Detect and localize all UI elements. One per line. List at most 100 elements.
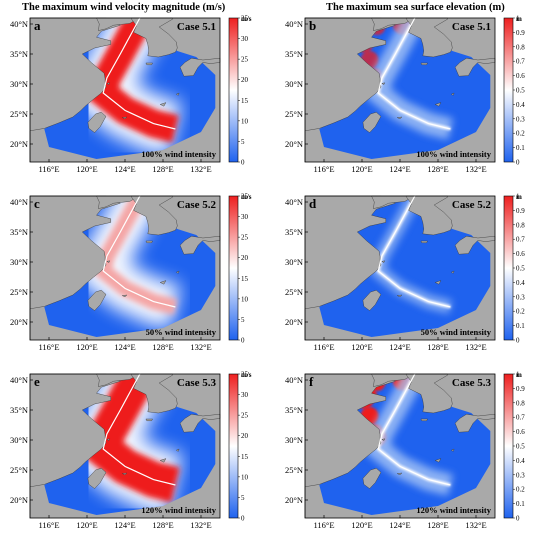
colorbar-tick-label: 35 (241, 371, 249, 379)
panel-d: 20°N 25°N 30°N 35°N 40°N 116°E 120°E 124°E 128°E… (275, 189, 525, 352)
elevation-column-title: The maximum sea surface elevation (m) (326, 2, 505, 13)
colorbar-tick-label: 0.8 (516, 221, 525, 229)
lon-tick-label: 124°E (389, 342, 410, 352)
intensity-label: 50% wind intensity (146, 327, 217, 337)
colorbar-unit: m (516, 15, 522, 23)
map-svg: 20°N 25°N 30°N 35°N 40°N 116°E 120°E 124°E 128°E… (10, 189, 252, 352)
land-masses (29, 373, 221, 518)
colorbar-tick-label: 0.7 (516, 414, 525, 422)
panel-letter: b (309, 18, 316, 33)
colorbar-tick-label: 0.6 (516, 428, 525, 436)
intensity-label: 120% wind intensity (141, 505, 216, 515)
land-masses (304, 373, 496, 518)
lon-tick-label: 116°E (313, 342, 334, 352)
lon-tick-label: 132°E (190, 520, 211, 530)
lon-tick-label: 132°E (465, 520, 486, 530)
map-svg: 20°N 25°N 30°N 35°N 40°N 116°E 120°E 124°E 128°E… (10, 11, 252, 174)
lat-tick-label: 35°N (285, 405, 303, 415)
lon-tick-label: 128°E (427, 164, 448, 174)
lat-tick-label: 35°N (10, 405, 28, 415)
lat-tick-label: 35°N (285, 227, 303, 237)
colorbar-tick-label: 25 (241, 412, 249, 420)
colorbar-tick-label: 0 (241, 515, 245, 523)
lat-tick-label: 25°N (285, 109, 303, 119)
intensity-label: 50% wind intensity (421, 327, 492, 337)
lon-tick-label: 128°E (152, 520, 173, 530)
colorbar (228, 195, 239, 341)
colorbar-tick-label: 0.1 (516, 322, 525, 330)
colorbar-tick-label: 20 (241, 76, 249, 84)
lat-tick-label: 20°N (10, 495, 28, 505)
typhoon-track (102, 11, 176, 130)
colorbar-tick-label: 0.4 (516, 457, 525, 465)
lat-tick-label: 20°N (285, 139, 303, 149)
case-label: Case 5.1 (177, 21, 216, 33)
colorbar-tick-label: 0.5 (516, 443, 525, 451)
lon-tick-label: 120°E (351, 342, 372, 352)
colorbar-tick-label: 15 (241, 97, 249, 105)
lon-tick-label: 124°E (389, 520, 410, 530)
lat-tick-label: 25°N (10, 465, 28, 475)
case-label: Case 5.2 (177, 199, 217, 211)
typhoon-track (102, 367, 176, 486)
colorbar-tick-label: 0.5 (516, 265, 525, 273)
colorbar-unit: m (516, 193, 522, 201)
colorbar (503, 195, 514, 341)
lat-tick-label: 30°N (10, 257, 28, 267)
lon-tick-label: 128°E (427, 342, 448, 352)
lon-tick-label: 128°E (152, 164, 173, 174)
panel-letter: c (34, 196, 40, 211)
panel-letter: d (309, 196, 317, 211)
colorbar-tick-label: 0 (516, 159, 520, 167)
panel-e: 20°N 25°N 30°N 35°N 40°N 116°E 120°E 124°E 128°E… (0, 367, 252, 530)
case-label: Case 5.1 (452, 21, 491, 33)
colorbar-tick-label: 10 (241, 473, 249, 481)
colorbar-tick-label: 0.3 (516, 115, 525, 123)
colorbar-tick-label: 0.7 (516, 236, 525, 244)
wind-column-title: The maximum wind velocity magnitude (m/s… (22, 2, 226, 13)
colorbar-unit: m/s (241, 371, 252, 379)
lat-tick-label: 20°N (10, 317, 28, 327)
colorbar-tick-label: 15 (241, 275, 249, 283)
colorbar-tick-label: 0.4 (516, 279, 525, 287)
colorbar-tick-label: 10 (241, 117, 249, 125)
colorbar-tick-label: 30 (241, 391, 249, 399)
lat-tick-label: 30°N (10, 79, 28, 89)
lat-tick-label: 30°N (10, 435, 28, 445)
colorbar-tick-label: 0.6 (516, 72, 525, 80)
colorbar-tick-label: 0 (241, 159, 245, 167)
lat-tick-label: 25°N (10, 287, 28, 297)
colorbar-tick-label: 0.9 (516, 385, 525, 393)
lat-tick-label: 20°N (10, 139, 28, 149)
intensity-label: 100% wind intensity (416, 149, 491, 159)
lat-tick-label: 35°N (10, 49, 28, 59)
colorbar-unit: m/s (241, 15, 252, 23)
lat-tick-label: 35°N (285, 49, 303, 59)
lat-tick-label: 25°N (10, 109, 28, 119)
lat-tick-label: 25°N (285, 287, 303, 297)
colorbar-unit: m/s (241, 193, 252, 201)
colorbar-tick-label: 0.1 (516, 144, 525, 152)
colorbar-tick-label: 0.2 (516, 308, 525, 316)
lon-tick-label: 128°E (152, 342, 173, 352)
lon-tick-label: 132°E (465, 342, 486, 352)
lon-tick-label: 124°E (389, 164, 410, 174)
lat-tick-label: 25°N (285, 465, 303, 475)
lat-tick-label: 35°N (10, 227, 28, 237)
colorbar (228, 373, 239, 519)
lon-tick-label: 124°E (114, 164, 135, 174)
lon-tick-label: 132°E (190, 342, 211, 352)
colorbar-tick-label: 30 (241, 35, 249, 43)
panel-letter: a (34, 18, 41, 33)
lon-tick-label: 116°E (38, 164, 59, 174)
map-svg: 20°N 25°N 30°N 35°N 40°N 116°E 120°E 124°E 128°E… (10, 367, 252, 530)
lon-tick-label: 124°E (114, 520, 135, 530)
intensity-label: 120% wind intensity (416, 505, 491, 515)
lat-tick-label: 20°N (285, 317, 303, 327)
colorbar-tick-label: 20 (241, 432, 249, 440)
typhoon-track (377, 11, 451, 130)
map-svg: 20°N 25°N 30°N 35°N 40°N 116°E 120°E 124°E 128°E… (285, 11, 525, 174)
land-masses (29, 195, 221, 340)
case-label: Case 5.3 (452, 377, 492, 389)
